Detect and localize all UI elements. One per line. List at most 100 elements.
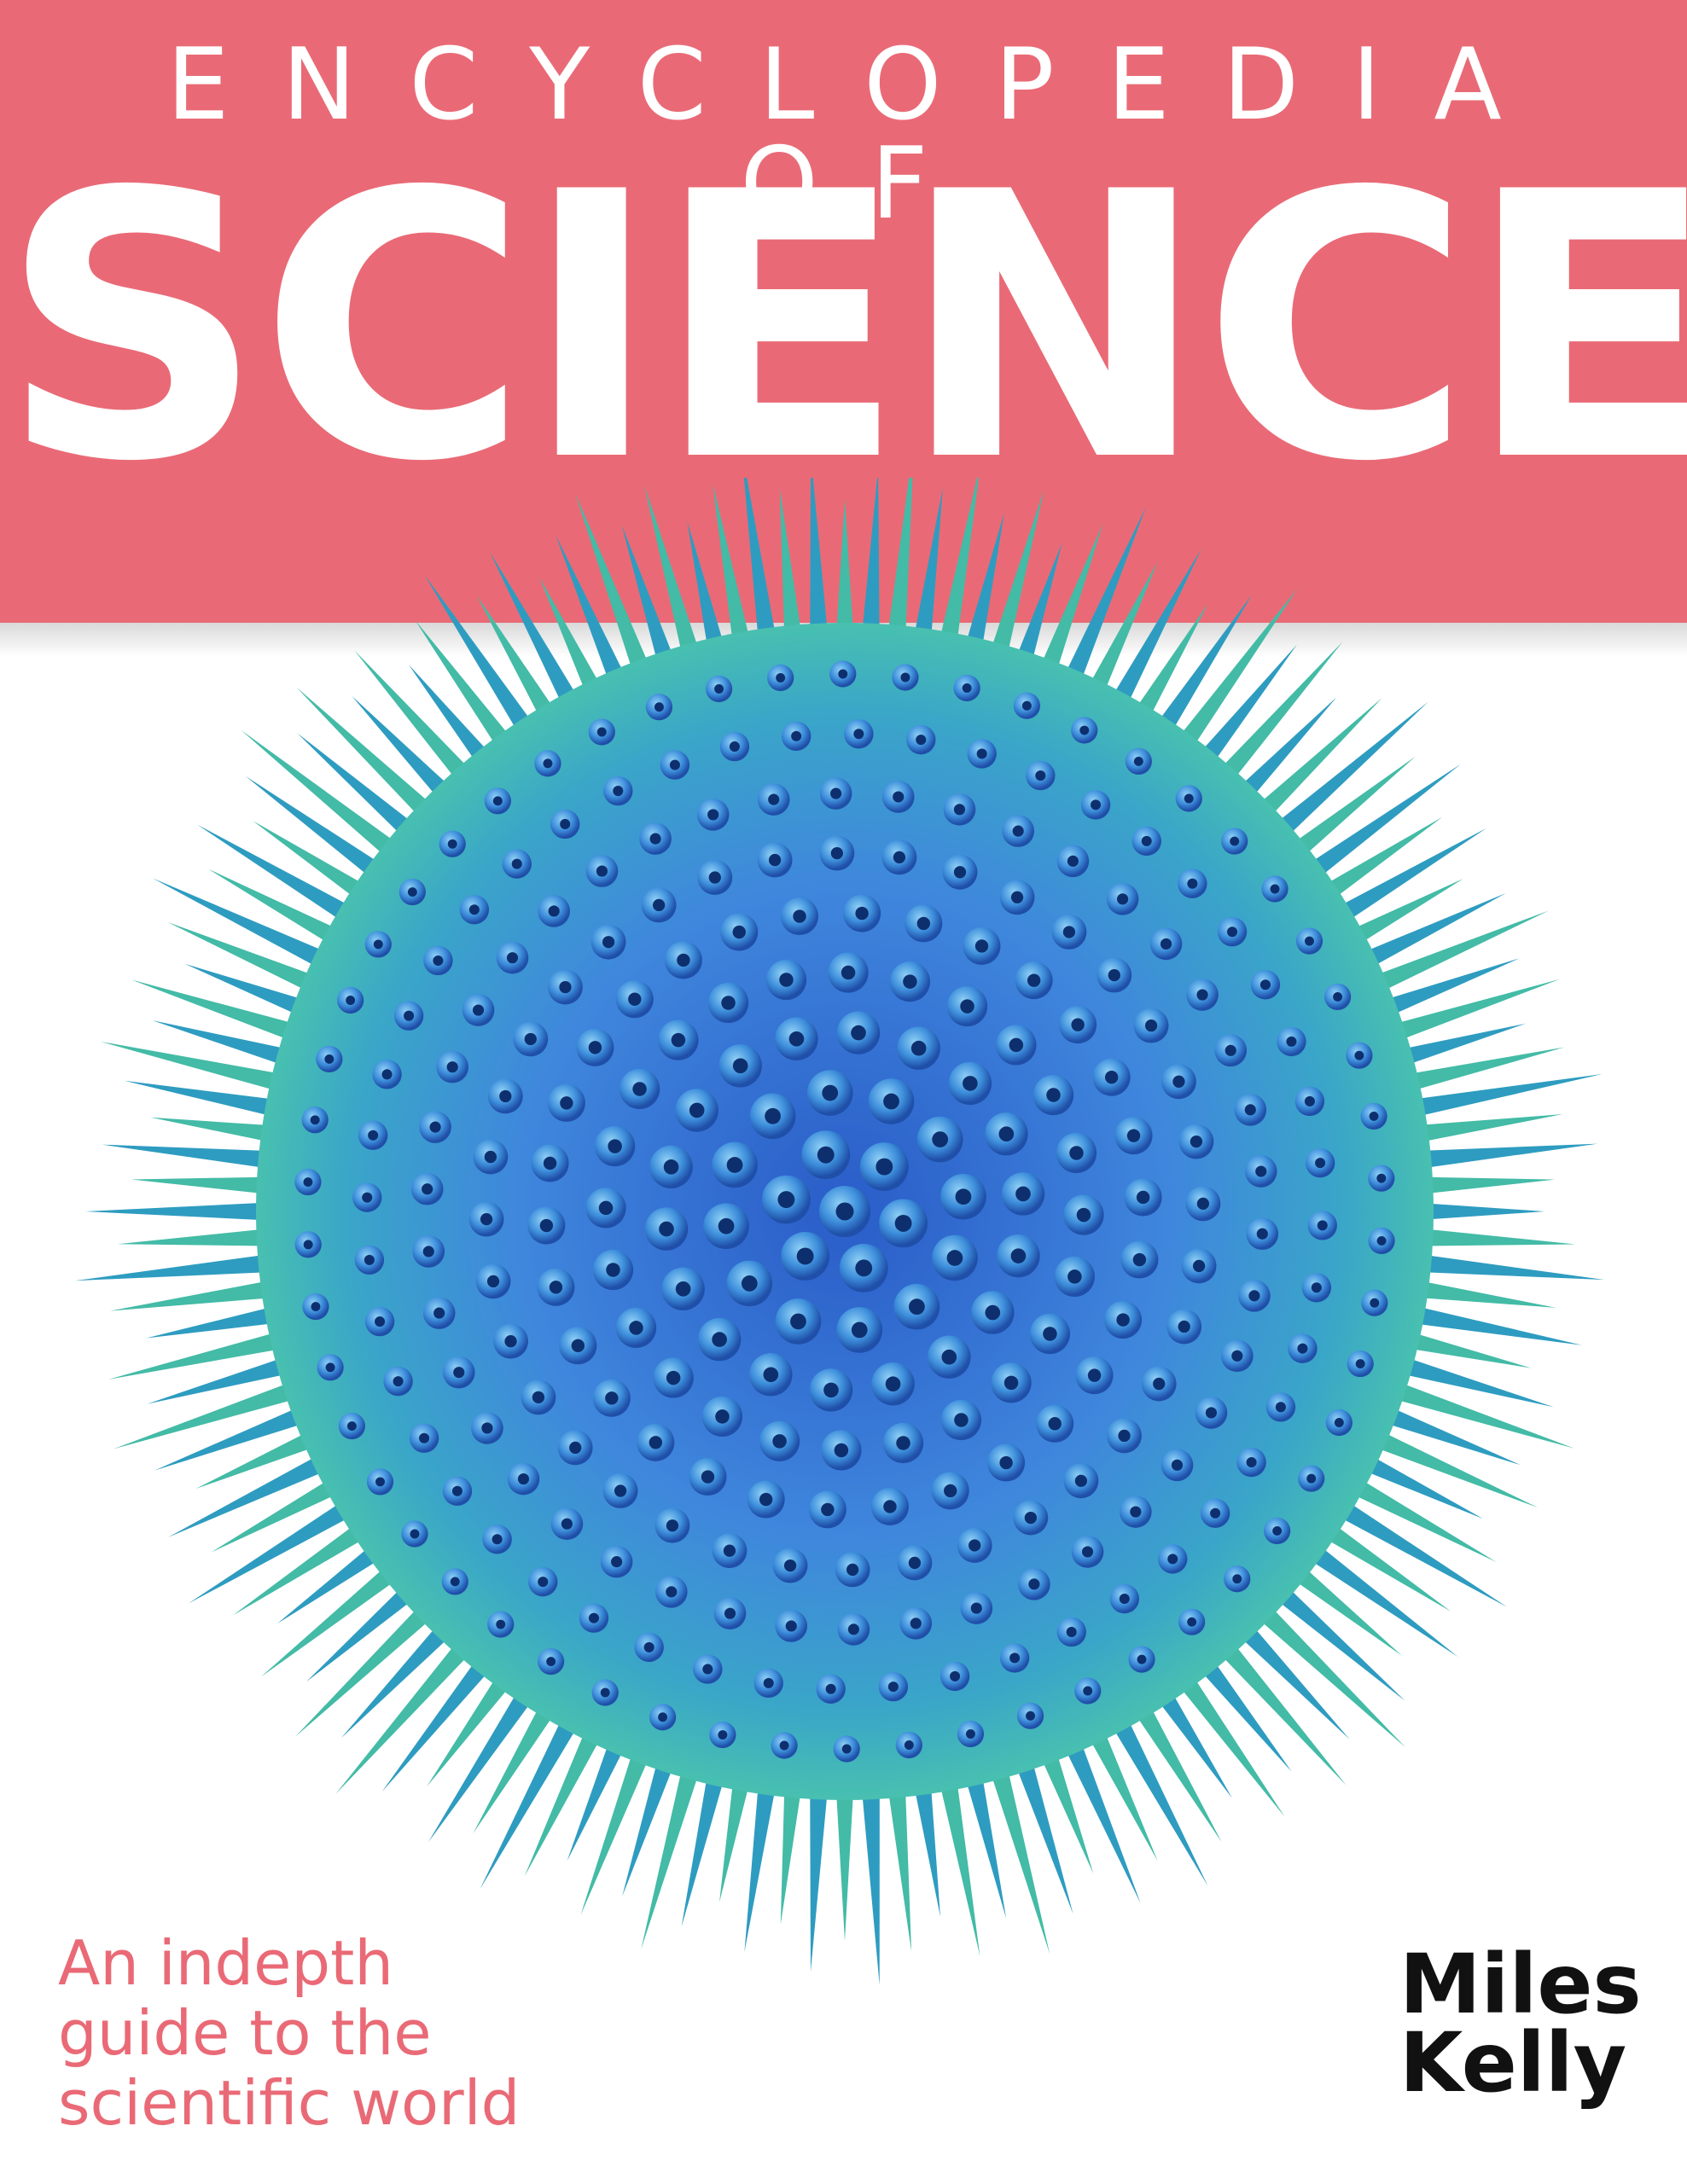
surface-nub <box>1051 915 1087 950</box>
surface-nub <box>1295 927 1323 955</box>
spike <box>1376 1349 1554 1408</box>
surface-nub <box>1301 1273 1332 1303</box>
surface-nub <box>468 1201 504 1237</box>
surface-nub <box>557 1430 593 1466</box>
surface-nub <box>892 664 919 691</box>
spike <box>428 1668 548 1843</box>
spike <box>489 551 591 729</box>
spike <box>1142 595 1253 755</box>
spike <box>150 1117 297 1147</box>
surface-nub <box>658 1019 699 1060</box>
spike <box>1006 1735 1073 1914</box>
spike <box>1388 1073 1603 1123</box>
surface-nub <box>619 1068 660 1110</box>
surface-nub <box>1161 1449 1194 1482</box>
surface-nub <box>1323 983 1352 1011</box>
spike <box>1393 1275 1556 1308</box>
surface-nub <box>527 1206 566 1245</box>
spike <box>296 687 451 836</box>
spike <box>102 1144 294 1172</box>
surface-nub <box>398 878 426 906</box>
surface-nub <box>528 1566 558 1597</box>
surface-nub <box>767 664 794 692</box>
surface-nub <box>473 1139 509 1175</box>
surface-nub <box>521 1380 556 1415</box>
spike <box>934 478 979 668</box>
surface-nub <box>294 1231 322 1258</box>
surface-nub <box>459 895 490 925</box>
surface-nub <box>1056 845 1090 878</box>
spike <box>381 1638 507 1792</box>
surface-nub <box>1277 1026 1306 1057</box>
surface-nub <box>859 1142 909 1191</box>
surface-nub <box>696 799 730 831</box>
tagline: An indepth guide to the scientific world <box>58 1928 520 2138</box>
surface-nub <box>302 1292 329 1321</box>
spike <box>188 1487 375 1604</box>
spike <box>909 487 943 664</box>
spike <box>1388 1300 1582 1345</box>
surface-nub <box>703 1203 749 1250</box>
surface-nub <box>957 1720 985 1748</box>
surface-nub <box>1075 1356 1114 1395</box>
surface-nub <box>338 1412 366 1440</box>
spike <box>1382 1047 1565 1098</box>
surface-nub <box>1246 1217 1279 1251</box>
surface-nub <box>1325 1409 1353 1437</box>
surface-nub <box>585 1188 626 1228</box>
surface-nub <box>595 1125 636 1167</box>
spike <box>1315 1487 1508 1607</box>
surface-nub <box>484 787 511 815</box>
surface-nub <box>493 1323 528 1359</box>
surface-nub <box>781 1232 830 1281</box>
surface-nub <box>1131 826 1161 857</box>
spike <box>835 499 855 658</box>
publisher-logo-line: Miles <box>1399 1937 1642 2032</box>
surface-nub <box>726 1260 773 1307</box>
surface-nub <box>761 1175 811 1224</box>
surface-nub <box>645 694 673 721</box>
surface-nub <box>1200 1498 1230 1528</box>
surface-nub <box>749 1093 796 1140</box>
spike <box>1030 523 1103 696</box>
surface-nub <box>337 986 364 1014</box>
spike <box>167 921 340 1003</box>
surface-nub <box>828 952 869 993</box>
spike <box>1053 507 1146 706</box>
surface-nub <box>487 1078 523 1114</box>
surface-nub <box>1307 1211 1337 1240</box>
surface-nub <box>833 1735 860 1763</box>
spike <box>1238 1587 1406 1748</box>
surface-nub <box>1178 1608 1206 1635</box>
spike <box>152 1019 313 1074</box>
surface-nub <box>507 1462 540 1496</box>
spike <box>958 513 1004 674</box>
surface-nub <box>836 1011 881 1054</box>
surface-nub <box>967 739 997 769</box>
surface-nub <box>592 1249 634 1291</box>
surface-nub <box>759 1420 800 1461</box>
spike <box>85 1201 291 1222</box>
surface-nub <box>712 1533 748 1569</box>
surface-nub <box>870 1487 909 1525</box>
surface-nub <box>1166 1309 1202 1345</box>
surface-nub <box>372 1060 402 1089</box>
spike <box>108 1325 307 1380</box>
surface-nub <box>661 1267 705 1311</box>
spike <box>124 1080 301 1123</box>
surface-nub <box>747 1480 785 1519</box>
surface-nub <box>1124 1178 1162 1217</box>
spike <box>779 488 806 660</box>
spike <box>1398 1226 1576 1246</box>
surface-nub <box>1104 1301 1143 1339</box>
surface-nub <box>590 924 626 960</box>
surface-nub <box>1092 1058 1131 1096</box>
surface-nub <box>393 1001 424 1031</box>
spike <box>245 775 403 894</box>
surface-nub <box>641 887 677 923</box>
spike <box>297 733 434 855</box>
surface-nub <box>809 1368 853 1412</box>
surface-nub <box>718 1044 762 1088</box>
tagline-line: guide to the <box>58 1997 432 2070</box>
surface-nub <box>644 1207 689 1251</box>
